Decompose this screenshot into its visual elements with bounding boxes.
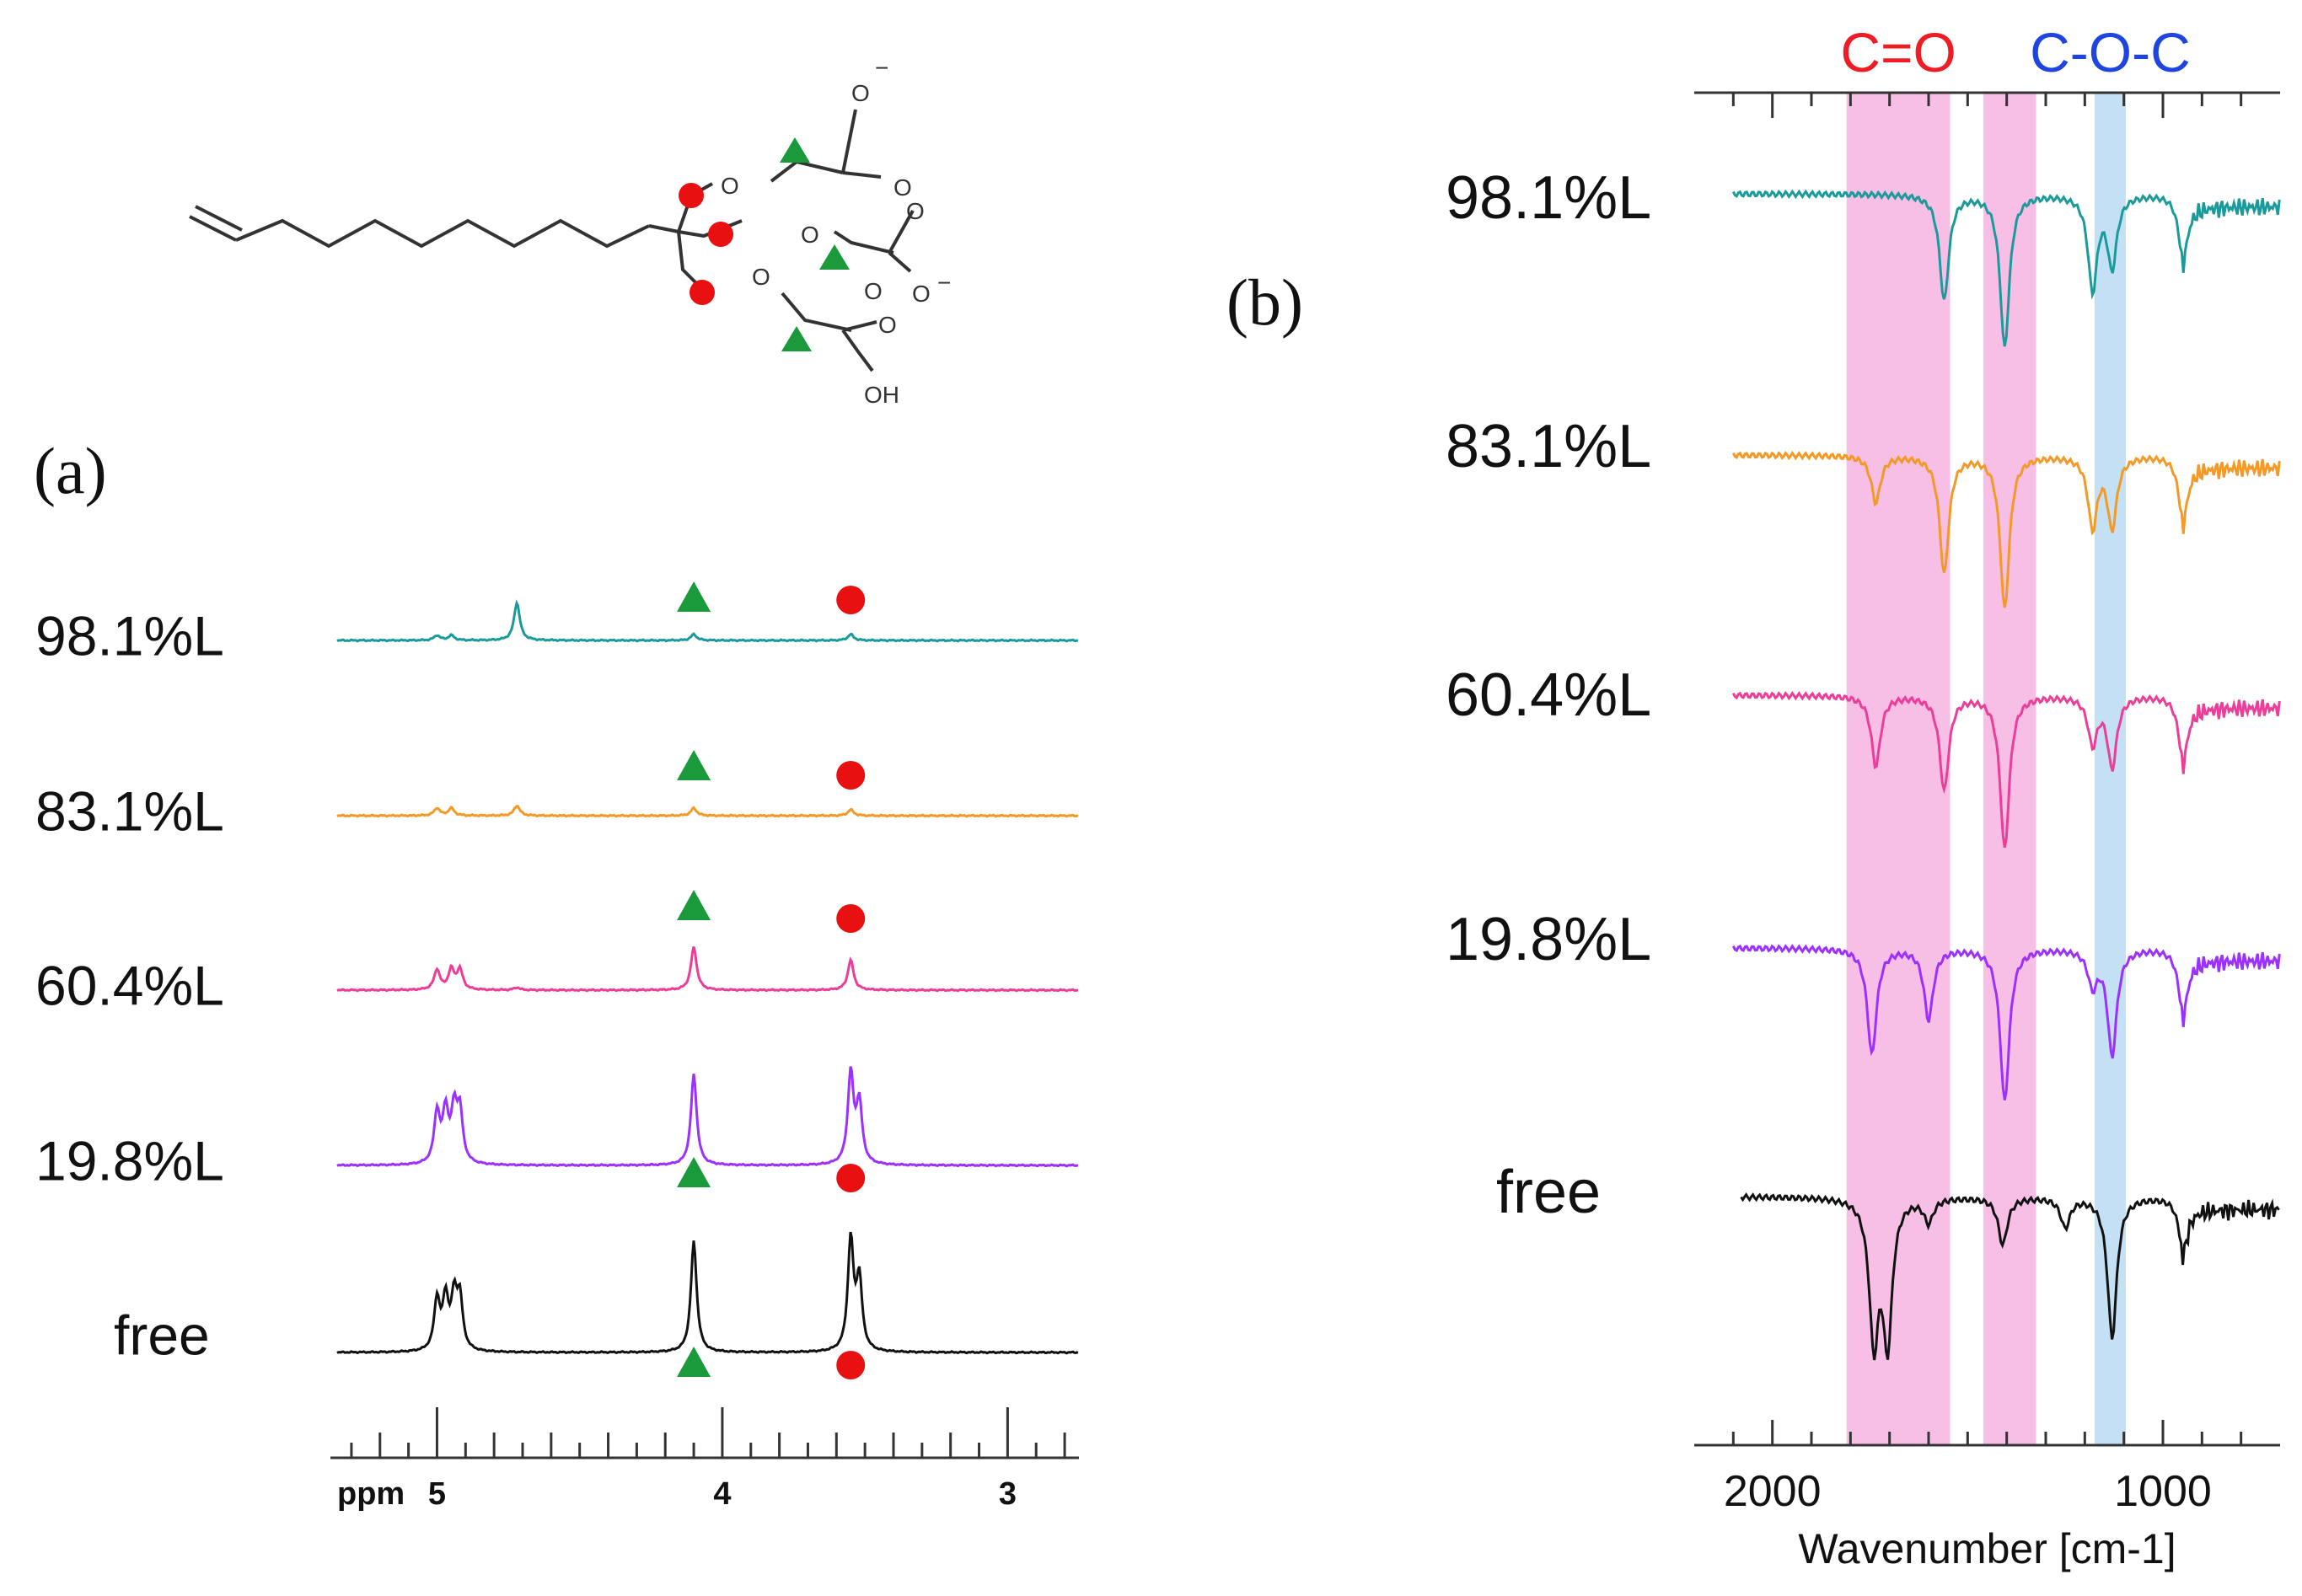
molecule-markers xyxy=(679,137,850,351)
nmr-x-tick-label: 5 xyxy=(428,1476,446,1512)
nmr-series-label: free xyxy=(114,1304,210,1366)
atom-label: O xyxy=(752,264,770,290)
triangle-marker-icon xyxy=(780,137,810,163)
circle-marker-icon xyxy=(690,280,715,305)
ftir-series-label: 83.1%L xyxy=(1446,413,1651,480)
nmr-series-line xyxy=(336,946,1079,993)
nmr-x-tick-label: 4 xyxy=(713,1476,731,1512)
nmr-series-label: 98.1%L xyxy=(35,604,224,667)
ftir-series-line xyxy=(1740,1192,2280,1361)
ftir-series-label: 98.1%L xyxy=(1446,164,1651,232)
nmr-series-line xyxy=(336,1231,1079,1355)
triangle-marker-icon xyxy=(677,750,711,780)
atom-label: O xyxy=(801,222,819,248)
triangle-marker-icon xyxy=(677,1347,711,1377)
ftir-series-label: 60.4%L xyxy=(1446,661,1651,729)
triangle-marker-icon xyxy=(819,244,850,270)
ftir-series-line xyxy=(1731,189,2281,347)
charge-label: − xyxy=(937,270,951,296)
ftir-x-axis-label: Wavenumber [cm-1] xyxy=(1798,1525,2176,1572)
panel-a-label: (a) xyxy=(34,434,107,507)
circle-marker-icon xyxy=(836,761,866,790)
ftir-x-tick-label: 1000 xyxy=(2114,1467,2212,1516)
ftir-chart: C=O C-O-C 2000 1000 Wavenumber [cm-1] 98.1%L 8… xyxy=(1446,21,2281,1572)
molecule-atom-labels: O O O O O O O O O OH − − xyxy=(721,55,951,408)
atom-label: O xyxy=(912,281,931,307)
triangle-marker-icon xyxy=(677,1157,711,1187)
nmr-series-label: 60.4%L xyxy=(35,954,224,1016)
ftir-series-line xyxy=(1731,690,2281,849)
nmr-series-line xyxy=(336,1066,1079,1168)
band-label: C-O-C xyxy=(2030,21,2191,83)
ftir-series-line xyxy=(1731,944,2281,1101)
nmr-series-line xyxy=(336,599,1079,643)
atom-label: O xyxy=(864,278,883,304)
atom-label: O xyxy=(721,173,739,199)
atom-label: O xyxy=(878,312,897,338)
nmr-chart: 98.1%L 83.1%L 60.4%L 19.8%L free 5 4 3 ppm xyxy=(35,581,1079,1512)
molecule-structure xyxy=(189,109,915,372)
circle-marker-icon xyxy=(679,183,704,208)
triangle-marker-icon xyxy=(781,326,812,351)
triangle-marker-icon xyxy=(677,581,711,612)
circle-marker-icon xyxy=(836,1164,866,1192)
circle-marker-icon xyxy=(836,586,866,614)
triangle-marker-icon xyxy=(677,890,711,920)
band-label: C=O xyxy=(1840,21,1956,83)
nmr-series-label: 19.8%L xyxy=(35,1129,224,1192)
ftir-series-line xyxy=(1731,450,2281,608)
atom-label: O xyxy=(851,80,870,106)
circle-marker-icon xyxy=(836,1351,866,1379)
circle-marker-icon xyxy=(836,904,866,933)
nmr-x-axis-label: ppm xyxy=(337,1476,405,1512)
nmr-series-line xyxy=(336,805,1079,818)
ftir-x-tick-label: 2000 xyxy=(1724,1467,1822,1516)
highlight-band xyxy=(1846,93,1951,1445)
charge-label: − xyxy=(875,55,888,81)
atom-label: OH xyxy=(864,382,899,408)
ftir-series-label: free xyxy=(1496,1159,1601,1226)
atom-label: O xyxy=(906,198,925,224)
atom-label: O xyxy=(893,174,912,201)
panel-b-label: (b) xyxy=(1226,265,1303,339)
circle-marker-icon xyxy=(708,222,733,247)
nmr-x-tick-label: 3 xyxy=(999,1476,1017,1512)
ftir-series-label: 19.8%L xyxy=(1446,906,1651,973)
nmr-series-label: 83.1%L xyxy=(35,779,224,842)
